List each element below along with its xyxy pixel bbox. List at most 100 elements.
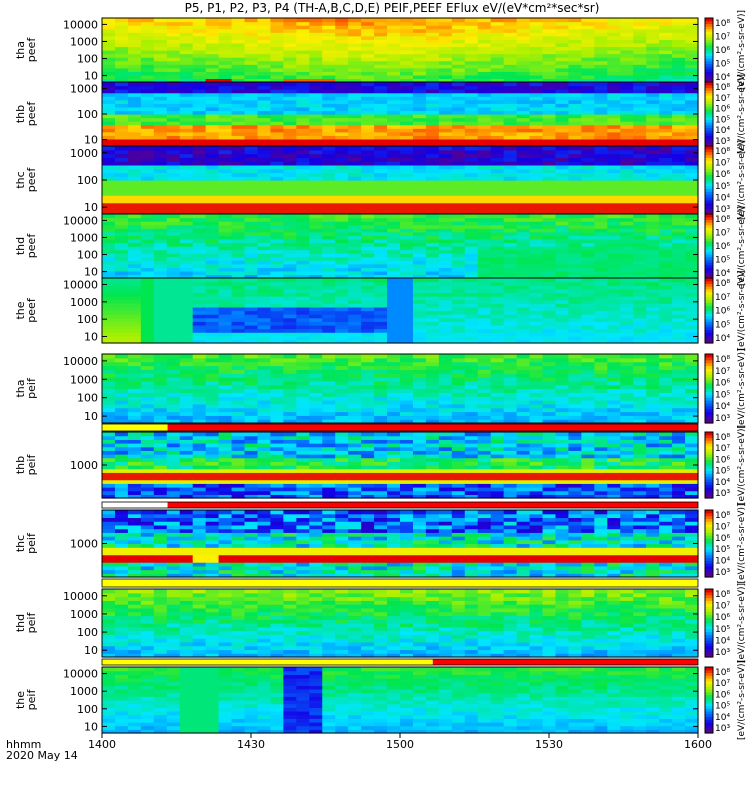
heatmap-cell (425, 380, 440, 386)
colorbar-segment (705, 264, 713, 268)
heatmap-cell (140, 415, 155, 420)
heatmap-cell (205, 78, 220, 83)
heatmap-cell (438, 39, 453, 44)
colorbar-segment (705, 135, 713, 139)
heatmap-cell (477, 187, 492, 192)
heatmap-cell (309, 114, 323, 119)
heatmap-cell (425, 53, 440, 58)
heatmap-cell (361, 274, 375, 279)
heatmap-cell (348, 110, 362, 115)
heatmap-cell (322, 121, 336, 126)
heatmap-cell (283, 361, 297, 367)
heatmap-cell (503, 50, 518, 55)
heatmap-cell (685, 191, 699, 196)
heatmap-cell (257, 176, 272, 181)
heatmap-cell (529, 117, 544, 122)
heatmap-cell (516, 202, 531, 208)
heatmap-cell (464, 153, 479, 158)
heatmap-cell (451, 415, 466, 420)
heatmap-cell (140, 260, 155, 265)
heatmap-cell (620, 242, 634, 247)
heatmap-cell (438, 21, 453, 26)
heatmap-cell (309, 117, 323, 122)
heatmap-cell (102, 335, 116, 340)
heatmap-cell (179, 253, 194, 258)
heatmap-cell (283, 110, 297, 115)
heatmap-cell (309, 78, 323, 83)
heatmap-cell (659, 46, 673, 51)
heatmap-cell (620, 85, 634, 90)
colorbar-segment (705, 103, 713, 107)
heatmap-cell (620, 281, 634, 286)
heatmap-cell (166, 99, 181, 104)
heatmap-cell (464, 242, 479, 247)
heatmap-cell (529, 53, 544, 58)
heatmap-cell (542, 67, 557, 72)
heatmap-cell (140, 35, 155, 40)
heatmap-cell (516, 224, 531, 229)
heatmap-cell (425, 335, 440, 340)
heatmap-cell (309, 110, 323, 115)
heatmap-cell (568, 149, 582, 155)
heatmap-cell (633, 89, 647, 94)
heatmap-cell (529, 50, 544, 55)
heatmap-cell (153, 332, 168, 337)
heatmap-cell (374, 187, 388, 192)
heatmap-cell (270, 392, 284, 397)
heatmap-cell (231, 57, 246, 62)
heatmap-cell (283, 206, 297, 211)
heatmap-cell (438, 78, 453, 83)
heatmap-cell (322, 74, 336, 80)
heatmap-cell (607, 332, 621, 337)
heatmap-cell (166, 373, 181, 378)
heatmap-cell (179, 99, 194, 104)
heatmap-cell (646, 314, 660, 319)
heatmap-cell (192, 74, 207, 80)
heatmap-cell (646, 57, 660, 62)
heatmap-cell (620, 317, 634, 322)
heatmap-cell (607, 157, 621, 162)
heatmap-cell (153, 106, 168, 112)
heatmap-cell (140, 249, 155, 254)
heatmap-cell (322, 242, 336, 247)
heatmap-cell (257, 187, 272, 192)
heatmap-cell (451, 314, 466, 319)
heatmap-cell (464, 85, 479, 90)
heatmap-cell (568, 71, 582, 76)
heatmap-cell (296, 306, 310, 312)
heatmap-cell (516, 231, 531, 236)
heatmap-cell (516, 303, 531, 308)
heatmap-cell (529, 392, 544, 397)
y-tick-label: 10 (84, 266, 98, 279)
heatmap-cell (192, 138, 207, 144)
heatmap-cell (309, 396, 323, 401)
heatmap-cell (425, 153, 440, 158)
heatmap-cell (257, 64, 272, 69)
heatmap-cell (633, 176, 647, 181)
heatmap-cell (412, 288, 427, 294)
heatmap-cell (153, 161, 168, 166)
heatmap-cell (283, 303, 297, 308)
heatmap-cell (114, 384, 129, 390)
heatmap-cell (296, 164, 310, 170)
heatmap-cell (672, 138, 686, 144)
heatmap-cell (516, 114, 531, 119)
heatmap-cell (231, 403, 246, 409)
heatmap-cell (114, 53, 129, 58)
heatmap-cell (374, 25, 388, 30)
heatmap-cell (179, 21, 194, 26)
heatmap-cell (425, 419, 440, 424)
heatmap-cell (400, 21, 414, 26)
heatmap-cell (205, 149, 220, 155)
heatmap-cell (127, 388, 142, 393)
heatmap-cell (140, 117, 155, 122)
heatmap-cell (400, 138, 414, 144)
heatmap-cell (361, 278, 375, 283)
heatmap-cell (555, 321, 570, 326)
heatmap-cell (270, 314, 284, 319)
heatmap-cell (503, 317, 518, 322)
heatmap-cell (400, 365, 414, 370)
heatmap-cell (257, 328, 272, 333)
heatmap-cell (672, 78, 686, 83)
heatmap-cells (102, 278, 699, 344)
